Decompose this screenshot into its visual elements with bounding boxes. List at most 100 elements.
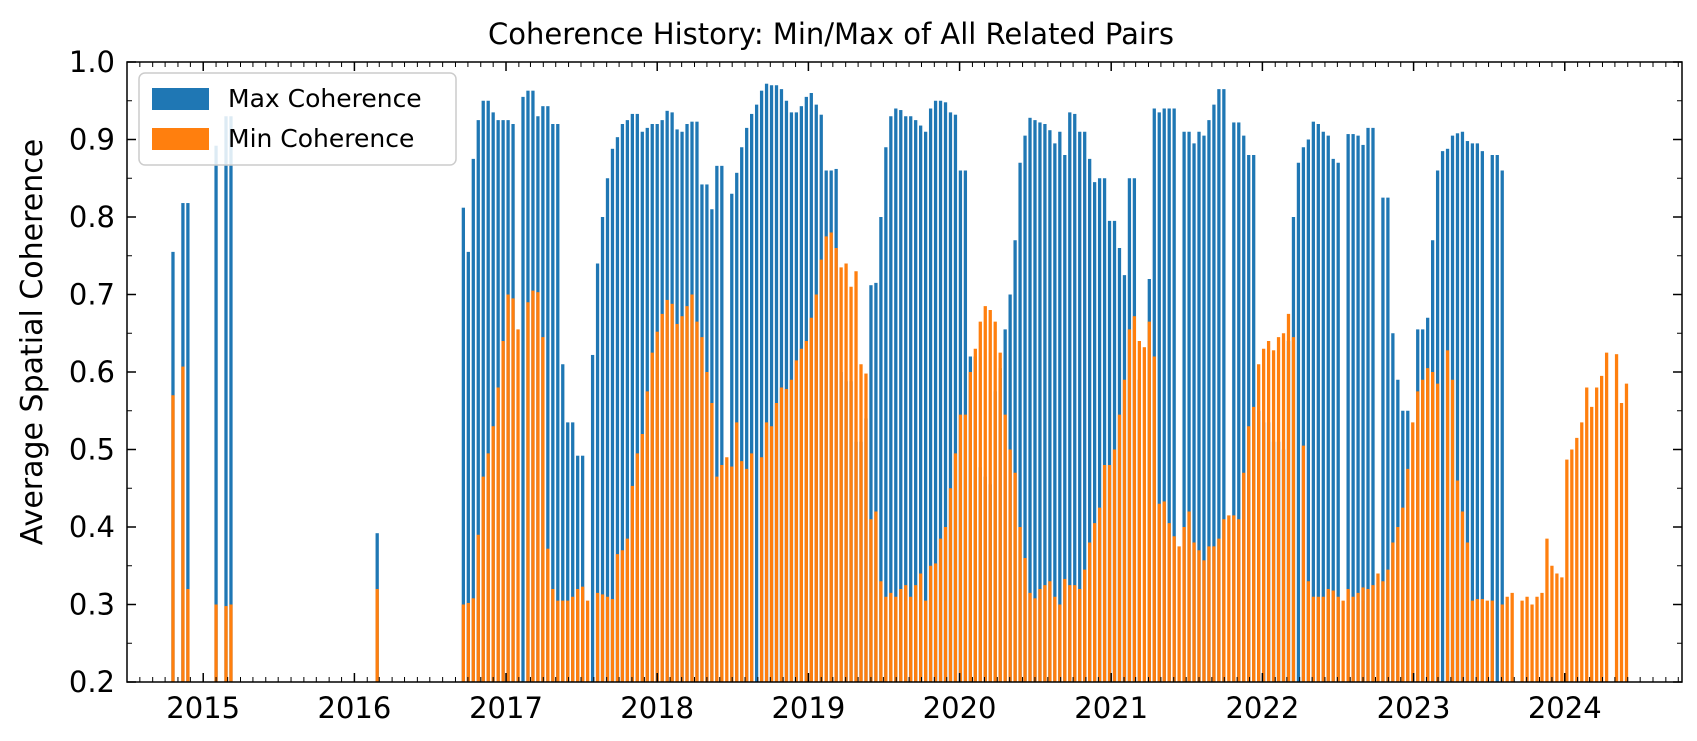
min-bar-3-196 bbox=[1435, 383, 1440, 682]
max-bar-3-208 bbox=[1495, 155, 1499, 682]
max-bar-3-51 bbox=[715, 165, 719, 683]
min-bar-0-0 bbox=[171, 395, 175, 682]
x-tick-label: 2023 bbox=[1377, 691, 1451, 725]
max-bar-3-88 bbox=[899, 110, 903, 683]
min-bar-3-127 bbox=[1092, 523, 1097, 683]
min-bar-3-72 bbox=[819, 259, 823, 682]
min-bar-3-65 bbox=[784, 389, 789, 682]
min-bar-3-191 bbox=[1411, 422, 1415, 683]
max-bar-3-115 bbox=[1033, 120, 1037, 683]
max-bar-3-1 bbox=[466, 251, 470, 682]
min-bar-3-10 bbox=[511, 298, 515, 682]
max-bar-3-171 bbox=[1311, 121, 1315, 683]
min-bar-3-31 bbox=[615, 554, 620, 683]
max-bar-3-27 bbox=[595, 263, 600, 682]
max-bar-3-123 bbox=[1073, 113, 1077, 683]
min-bar-3-81 bbox=[864, 373, 868, 682]
min-bar-3-63 bbox=[774, 403, 779, 682]
min-bar-3-9 bbox=[506, 294, 510, 682]
y-tick-label: 0.2 bbox=[69, 665, 115, 699]
min-bar-3-52 bbox=[720, 465, 724, 682]
min-bar-3-164 bbox=[1276, 337, 1281, 683]
min-bar-3-16 bbox=[541, 337, 545, 683]
min-bar-3-140 bbox=[1157, 503, 1161, 682]
max-bar-3-29 bbox=[605, 178, 610, 682]
min-bar-3-224 bbox=[1575, 437, 1579, 683]
min-bar-3-3 bbox=[476, 534, 480, 682]
min-bar-3-95 bbox=[933, 563, 938, 682]
max-bar-3-174 bbox=[1326, 135, 1330, 683]
min-bar-3-110 bbox=[1008, 449, 1012, 682]
max-bar-3-186 bbox=[1386, 197, 1390, 683]
max-bar-3-18 bbox=[551, 124, 555, 682]
x-tick-label: 2016 bbox=[318, 691, 392, 725]
min-bar-3-229 bbox=[1600, 375, 1604, 682]
min-bar-3-179 bbox=[1351, 596, 1355, 682]
max-bar-3-83 bbox=[874, 282, 878, 682]
min-bar-3-55 bbox=[735, 422, 739, 683]
max-bar-3-185 bbox=[1381, 197, 1385, 683]
x-tick-label: 2017 bbox=[469, 691, 543, 725]
min-bar-3-7 bbox=[496, 387, 500, 682]
min-bar-3-166 bbox=[1286, 313, 1291, 683]
x-tick-label: 2021 bbox=[1074, 691, 1148, 725]
max-bar-3-33 bbox=[625, 120, 630, 683]
max-bar-3-4 bbox=[481, 100, 485, 682]
max-bar-3-124 bbox=[1078, 131, 1082, 682]
min-bar-3-177 bbox=[1341, 600, 1345, 683]
min-bar-3-15 bbox=[536, 292, 540, 682]
max-bar-3-21 bbox=[566, 422, 570, 683]
max-bar-3-202 bbox=[1465, 141, 1470, 683]
min-bar-3-181 bbox=[1361, 587, 1365, 682]
max-bar-3-153 bbox=[1222, 89, 1226, 682]
min-bar-3-19 bbox=[556, 600, 560, 683]
min-bar-3-14 bbox=[531, 290, 535, 682]
min-bar-3-102 bbox=[968, 372, 972, 682]
min-bar-3-201 bbox=[1460, 511, 1465, 682]
min-bar-3-39 bbox=[655, 331, 659, 682]
min-bar-3-198 bbox=[1445, 350, 1450, 682]
min-bar-3-115 bbox=[1033, 598, 1037, 682]
max-bar-3-180 bbox=[1356, 135, 1360, 683]
max-bar-3-6 bbox=[491, 112, 495, 683]
min-bar-3-107 bbox=[993, 321, 997, 683]
chart-title: Coherence History: Min/Max of All Relate… bbox=[488, 17, 1174, 51]
max-bar-3-150 bbox=[1207, 120, 1211, 683]
min-bar-3-98 bbox=[948, 488, 953, 682]
max-bar-3-97 bbox=[943, 102, 948, 683]
min-bar-3-129 bbox=[1102, 465, 1107, 682]
min-bar-3-154 bbox=[1227, 515, 1231, 683]
min-bar-3-211 bbox=[1510, 592, 1514, 683]
max-bar-3-147 bbox=[1192, 143, 1196, 683]
max-bar-3-122 bbox=[1068, 112, 1072, 683]
min-bar-3-22 bbox=[571, 596, 575, 682]
min-bar-3-134 bbox=[1127, 329, 1132, 683]
max-bar-3-63 bbox=[774, 85, 779, 682]
max-bar-3-129 bbox=[1102, 178, 1107, 682]
max-bar-3-19 bbox=[556, 124, 560, 682]
max-bar-3-60 bbox=[759, 90, 764, 683]
max-bar-1-0 bbox=[214, 145, 218, 682]
min-bar-3-216 bbox=[1535, 596, 1539, 682]
max-bar-3-181 bbox=[1361, 144, 1365, 683]
min-bar-3-124 bbox=[1078, 589, 1082, 682]
max-bar-3-5 bbox=[486, 100, 490, 682]
legend-label-min: Min Coherence bbox=[228, 124, 414, 153]
min-bar-3-0 bbox=[461, 604, 465, 682]
min-bar-3-108 bbox=[998, 352, 1002, 683]
min-bar-3-24 bbox=[581, 586, 585, 682]
max-bar-3-82 bbox=[869, 285, 873, 682]
min-bar-3-182 bbox=[1366, 589, 1370, 682]
min-bar-3-126 bbox=[1088, 542, 1092, 682]
max-bar-3-57 bbox=[745, 127, 749, 683]
max-bar-3-156 bbox=[1237, 122, 1241, 682]
max-bar-3-176 bbox=[1336, 162, 1340, 682]
min-bar-3-185 bbox=[1381, 581, 1385, 682]
x-tick-label: 2015 bbox=[166, 691, 240, 725]
max-bar-3-204 bbox=[1475, 143, 1480, 683]
max-bar-3-200 bbox=[1455, 133, 1460, 683]
max-bar-3-52 bbox=[720, 165, 724, 683]
min-bar-3-157 bbox=[1242, 472, 1246, 682]
max-bar-3-93 bbox=[923, 131, 928, 682]
max-bar-3-125 bbox=[1083, 131, 1087, 682]
